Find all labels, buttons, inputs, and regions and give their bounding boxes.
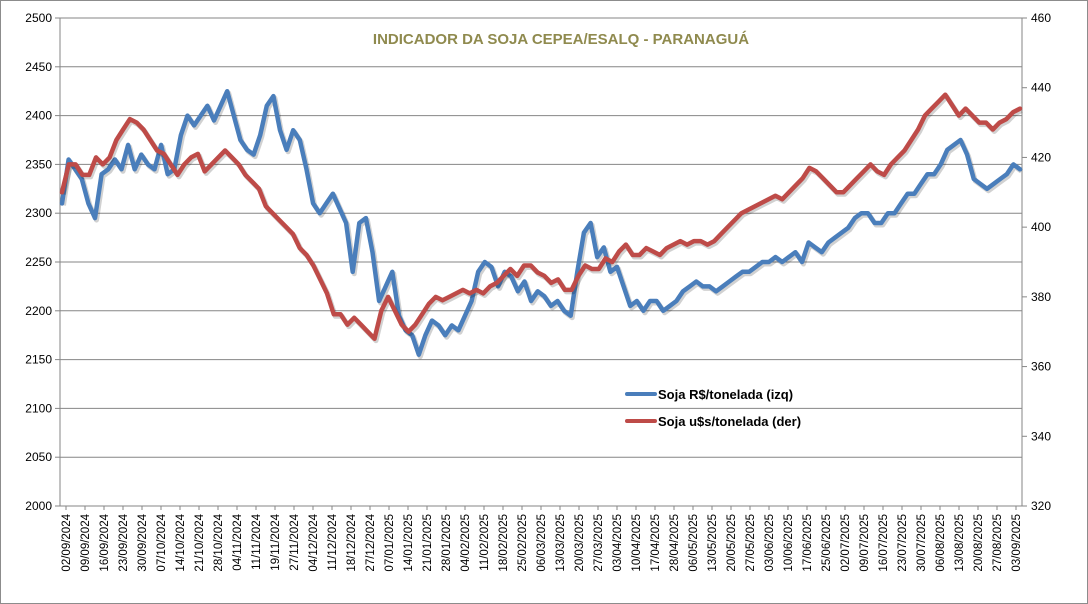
x-tick-label: 09/07/2025 <box>859 514 871 572</box>
x-tick-label: 13/08/2025 <box>954 514 966 572</box>
x-tick-label: 04/12/2024 <box>308 513 320 571</box>
x-tick-label: 27/08/2025 <box>992 514 1004 572</box>
x-tick-label: 23/07/2025 <box>897 514 909 572</box>
x-tick-label: 03/04/2025 <box>612 514 624 572</box>
y-left-tick-label: 2400 <box>25 109 52 123</box>
x-tick-label: 09/09/2024 <box>80 513 92 571</box>
y-left-tick-label: 2350 <box>25 157 52 171</box>
x-tick-label: 03/06/2025 <box>764 514 776 572</box>
x-tick-label: 18/12/2024 <box>346 513 358 571</box>
series-line-brl <box>59 88 1023 357</box>
x-tick-label: 02/09/2024 <box>61 513 73 571</box>
x-tick-label: 07/01/2025 <box>384 514 396 572</box>
y-axis-left: 2000 2050 2100 2150 2200 2250 2300 2350 2400 2450… <box>25 11 60 513</box>
x-tick-label: 21/01/2025 <box>422 514 434 572</box>
x-tick-label: 16/09/2024 <box>99 513 111 571</box>
x-tick-label: 20/05/2025 <box>726 514 738 572</box>
x-tick-label: 19/11/2024 <box>270 513 282 570</box>
legend-label-r: Soja R$/tonelada (izq) <box>658 387 793 402</box>
y-left-tick-label: 2050 <box>25 450 52 464</box>
y-left-tick-label: 2000 <box>25 499 52 513</box>
x-tick-label: 11/02/2025 <box>479 514 491 571</box>
y-left-tick-label: 2250 <box>25 255 52 269</box>
y-left-tick-label: 2100 <box>25 401 52 415</box>
chart-title: INDICADOR DA SOJA CEPEA/ESALQ - PARANAGU… <box>373 31 749 48</box>
x-tick-label: 14/10/2024 <box>175 513 187 571</box>
x-tick-label: 06/08/2025 <box>935 514 947 572</box>
y-axis-right: 320 340 360 380 400 420 440 460 <box>1022 11 1051 513</box>
x-tick-label: 20/03/2025 <box>574 514 586 572</box>
x-tick-label: 23/09/2024 <box>118 513 130 571</box>
y-right-tick-label: 360 <box>1031 360 1051 374</box>
x-tick-label: 10/04/2025 <box>631 514 643 572</box>
x-tick-label: 28/10/2024 <box>213 513 225 571</box>
x-tick-label: 28/01/2025 <box>441 514 453 572</box>
legend: Soja R$/tonelada (izq) Soja u$s/tonelada… <box>625 387 801 429</box>
y-left-tick-label: 2300 <box>25 206 52 220</box>
y-left-tick-label: 2200 <box>25 304 52 318</box>
series-line-usd <box>59 92 1023 341</box>
x-tick-label: 04/02/2025 <box>460 514 472 572</box>
y-right-tick-label: 340 <box>1031 429 1051 443</box>
y-right-tick-label: 460 <box>1031 11 1051 25</box>
y-right-tick-label: 380 <box>1031 290 1051 304</box>
x-tick-label: 27/05/2025 <box>745 514 757 572</box>
y-left-tick-label: 2450 <box>25 60 52 74</box>
x-tick-label: 03/09/2025 <box>1011 514 1023 572</box>
title-box <box>357 25 757 53</box>
x-tick-label: 04/11/2024 <box>232 513 244 570</box>
x-tick-label: 30/07/2025 <box>916 514 928 572</box>
y-left-tick-label: 2500 <box>25 11 52 25</box>
x-tick-label: 21/10/2024 <box>194 513 206 571</box>
x-tick-label: 07/10/2024 <box>156 513 168 571</box>
y-left-tick-label: 2150 <box>25 353 52 367</box>
x-tick-label: 27/11/2024 <box>289 513 301 570</box>
x-tick-label: 27/03/2025 <box>593 514 605 572</box>
x-tick-label: 17/06/2025 <box>802 514 814 572</box>
x-tick-label: 20/08/2025 <box>973 514 985 572</box>
x-tick-label: 25/06/2025 <box>821 514 833 572</box>
y-right-tick-label: 400 <box>1031 220 1051 234</box>
x-tick-label: 25/02/2025 <box>517 514 529 572</box>
x-tick-label: 14/01/2025 <box>403 514 415 572</box>
x-tick-label: 28/04/2025 <box>669 514 681 572</box>
x-tick-label: 16/07/2025 <box>878 514 890 572</box>
x-tick-label: 06/05/2025 <box>688 514 700 572</box>
x-tick-label: 06/03/2025 <box>536 514 548 572</box>
x-tick-label: 13/05/2025 <box>707 514 719 572</box>
y-right-tick-label: 440 <box>1031 81 1051 95</box>
x-tick-label: 02/07/2025 <box>840 514 852 572</box>
x-tick-label: 30/09/2024 <box>137 513 149 571</box>
x-tick-label: 17/04/2025 <box>650 514 662 572</box>
x-tick-label: 27/12/2024 <box>365 513 377 571</box>
y-right-tick-label: 420 <box>1031 150 1051 164</box>
x-tick-label: 10/06/2025 <box>783 514 795 572</box>
series-lines <box>59 88 1023 360</box>
x-tick-label: 13/03/2025 <box>555 514 567 572</box>
x-tick-label: 11/12/2024 <box>327 513 339 570</box>
x-tick-label: 18/02/2025 <box>498 514 510 572</box>
x-tick-label: 11/11/2024 <box>251 513 263 569</box>
legend-label-usd: Soja u$s/tonelada (der) <box>658 414 801 429</box>
x-axis: 02/09/2024 09/09/2024 16/09/2024 23/09/2024… <box>61 506 1023 572</box>
y-right-tick-label: 320 <box>1031 499 1051 513</box>
